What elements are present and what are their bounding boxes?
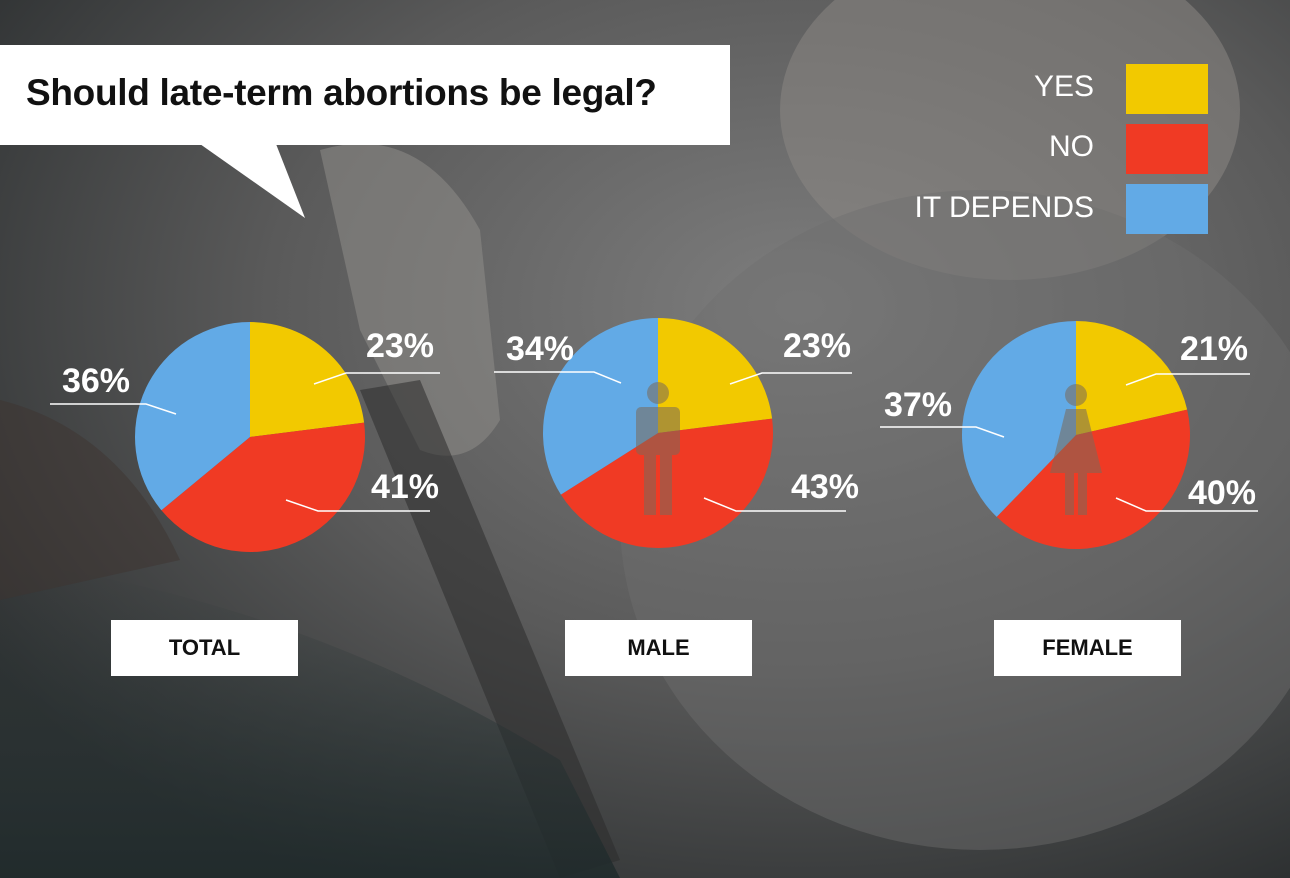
category-female: FEMALE: [994, 620, 1181, 676]
question-title: Should late-term abortions be legal?: [26, 72, 657, 113]
female-person-icon: [1050, 384, 1102, 515]
leader-line-male-it-depends: [494, 371, 622, 384]
leader-line-male-no: [703, 497, 846, 512]
legend-swatch-yes: [1126, 64, 1208, 114]
value-label-female-it-depends: 37%: [884, 386, 952, 424]
legend-swatch-no: [1126, 124, 1208, 174]
leader-line-female-it-depends: [880, 426, 1005, 438]
value-label-male-no: 43%: [791, 468, 859, 506]
category-male: MALE: [565, 620, 752, 676]
value-label-total-no: 41%: [371, 468, 439, 506]
value-label-total-it-depends: 36%: [62, 362, 130, 400]
value-label-female-no: 40%: [1188, 474, 1256, 512]
speech-bubble: [0, 45, 730, 145]
category-total: TOTAL: [111, 620, 298, 676]
pie-slice-male-it-depends: [543, 318, 658, 495]
pie-slice-total-it-depends: [135, 322, 250, 511]
pie-slice-female-yes: [1076, 321, 1188, 435]
leader-line-female-no: [1115, 497, 1258, 512]
leader-line-male-yes: [729, 372, 852, 385]
leader-line-female-yes: [1125, 373, 1250, 386]
legend-label-it-depends: IT DEPENDS: [914, 191, 1095, 224]
pie-slice-total-no: [161, 422, 366, 552]
legend-swatch-it-depends: [1126, 184, 1208, 234]
value-label-male-it-depends: 34%: [506, 330, 574, 368]
value-label-female-yes: 21%: [1180, 330, 1248, 368]
value-label-male-yes: 23%: [783, 327, 851, 365]
leader-line-total-it-depends: [50, 403, 177, 415]
leader-line-total-no: [285, 499, 430, 512]
pie-slice-total-yes: [250, 322, 365, 437]
value-label-total-yes: 23%: [366, 327, 434, 365]
male-person-icon: [636, 382, 680, 515]
pie-slice-male-yes: [658, 318, 773, 433]
pie-slice-female-it-depends: [962, 321, 1076, 517]
leader-line-total-yes: [313, 372, 440, 385]
speech-bubble-tail: [200, 144, 305, 218]
pie-slice-female-no: [996, 409, 1190, 549]
legend-label-no: NO: [1049, 130, 1094, 163]
legend-label-yes: YES: [1033, 70, 1094, 103]
